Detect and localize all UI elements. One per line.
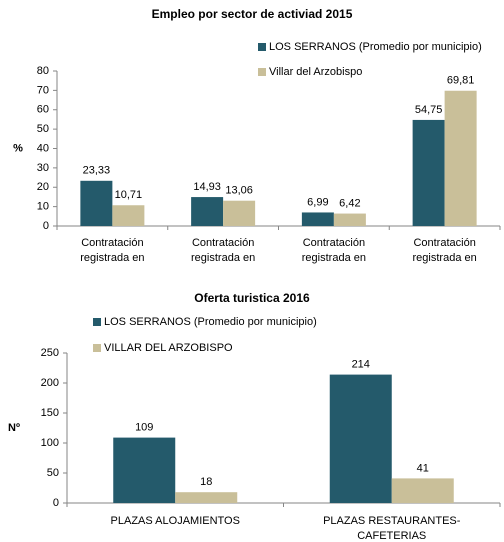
y-tick-label: 100 (41, 437, 59, 449)
legend-swatch (93, 344, 101, 352)
legend-swatch (93, 318, 101, 326)
y-tick-label: 0 (43, 220, 49, 232)
bar (391, 478, 454, 503)
y-tick-label: 10 (37, 201, 49, 213)
data-label: 6,99 (307, 196, 328, 208)
chart-title: Empleo por sector de activiad 2015 (152, 7, 353, 21)
x-tick-label-box: Contratación registrada en (301, 237, 366, 264)
data-label: 10,71 (115, 189, 143, 201)
x-tick-label: Contratación registrada en (412, 237, 477, 264)
data-label: 13,06 (225, 185, 253, 197)
chart-title: Oferta turistica 2016 (194, 291, 310, 305)
legend-label: LOS SERRANOS (Promedio por municipio) (269, 41, 482, 53)
y-axis-label: % (13, 142, 23, 154)
x-tick-label-box: Contratación registrada en (80, 237, 145, 264)
y-tick-label: 250 (41, 347, 59, 359)
data-label: 41 (417, 462, 429, 474)
y-axis-label: Nº (8, 422, 20, 434)
y-tick-label: 150 (41, 407, 59, 419)
x-tick-label-box: Contratación registrada en (412, 237, 477, 264)
y-tick-label: 200 (41, 377, 59, 389)
legend-label: VILLAR DEL ARZOBISPO (104, 342, 233, 354)
bar (113, 437, 176, 503)
data-label: 23,33 (83, 165, 111, 177)
x-tick-label: Contratación registrada en (191, 237, 256, 264)
data-label: 214 (352, 359, 370, 371)
legend-label: LOS SERRANOS (Promedio por municipio) (104, 316, 317, 328)
bar (191, 197, 224, 226)
data-label: 14,93 (193, 181, 221, 193)
x-tick-label: PLAZAS RESTAURANTES-CAFETERIAS (323, 515, 461, 542)
y-tick-label: 70 (37, 84, 49, 96)
y-tick-label: 50 (37, 123, 49, 135)
y-tick-label: 80 (37, 65, 49, 77)
data-label: 18 (200, 476, 212, 488)
bar (412, 119, 445, 226)
x-tick-label-box: Contratación registrada en (191, 237, 256, 264)
y-tick-label: 40 (37, 142, 49, 154)
y-tick-label: 20 (37, 181, 49, 193)
y-tick-label: 0 (53, 497, 59, 509)
bar (333, 213, 366, 226)
bar (444, 90, 477, 226)
legend-swatch (258, 43, 266, 51)
legend-label: Villar del Arzobispo (269, 66, 362, 78)
x-tick-label: Contratación registrada en (301, 237, 366, 264)
bar (112, 205, 145, 226)
data-label: 6,42 (339, 197, 360, 209)
x-tick-label: Contratación registrada en (80, 237, 145, 264)
bar (301, 212, 334, 226)
bar (175, 492, 238, 503)
y-tick-label: 60 (37, 104, 49, 116)
x-tick-label-box: PLAZAS ALOJAMIENTOS (110, 515, 240, 527)
x-tick-label: PLAZAS ALOJAMIENTOS (110, 515, 240, 527)
bar (80, 180, 113, 226)
y-tick-label: 50 (47, 467, 59, 479)
bar (329, 374, 392, 503)
data-label: 54,75 (415, 104, 443, 116)
y-tick-label: 30 (37, 162, 49, 174)
data-label: 109 (135, 422, 153, 434)
legend-swatch (258, 68, 266, 76)
data-label: 69,81 (447, 75, 475, 87)
bar (223, 200, 256, 226)
x-tick-label-box: PLAZAS RESTAURANTES-CAFETERIAS (323, 515, 461, 542)
